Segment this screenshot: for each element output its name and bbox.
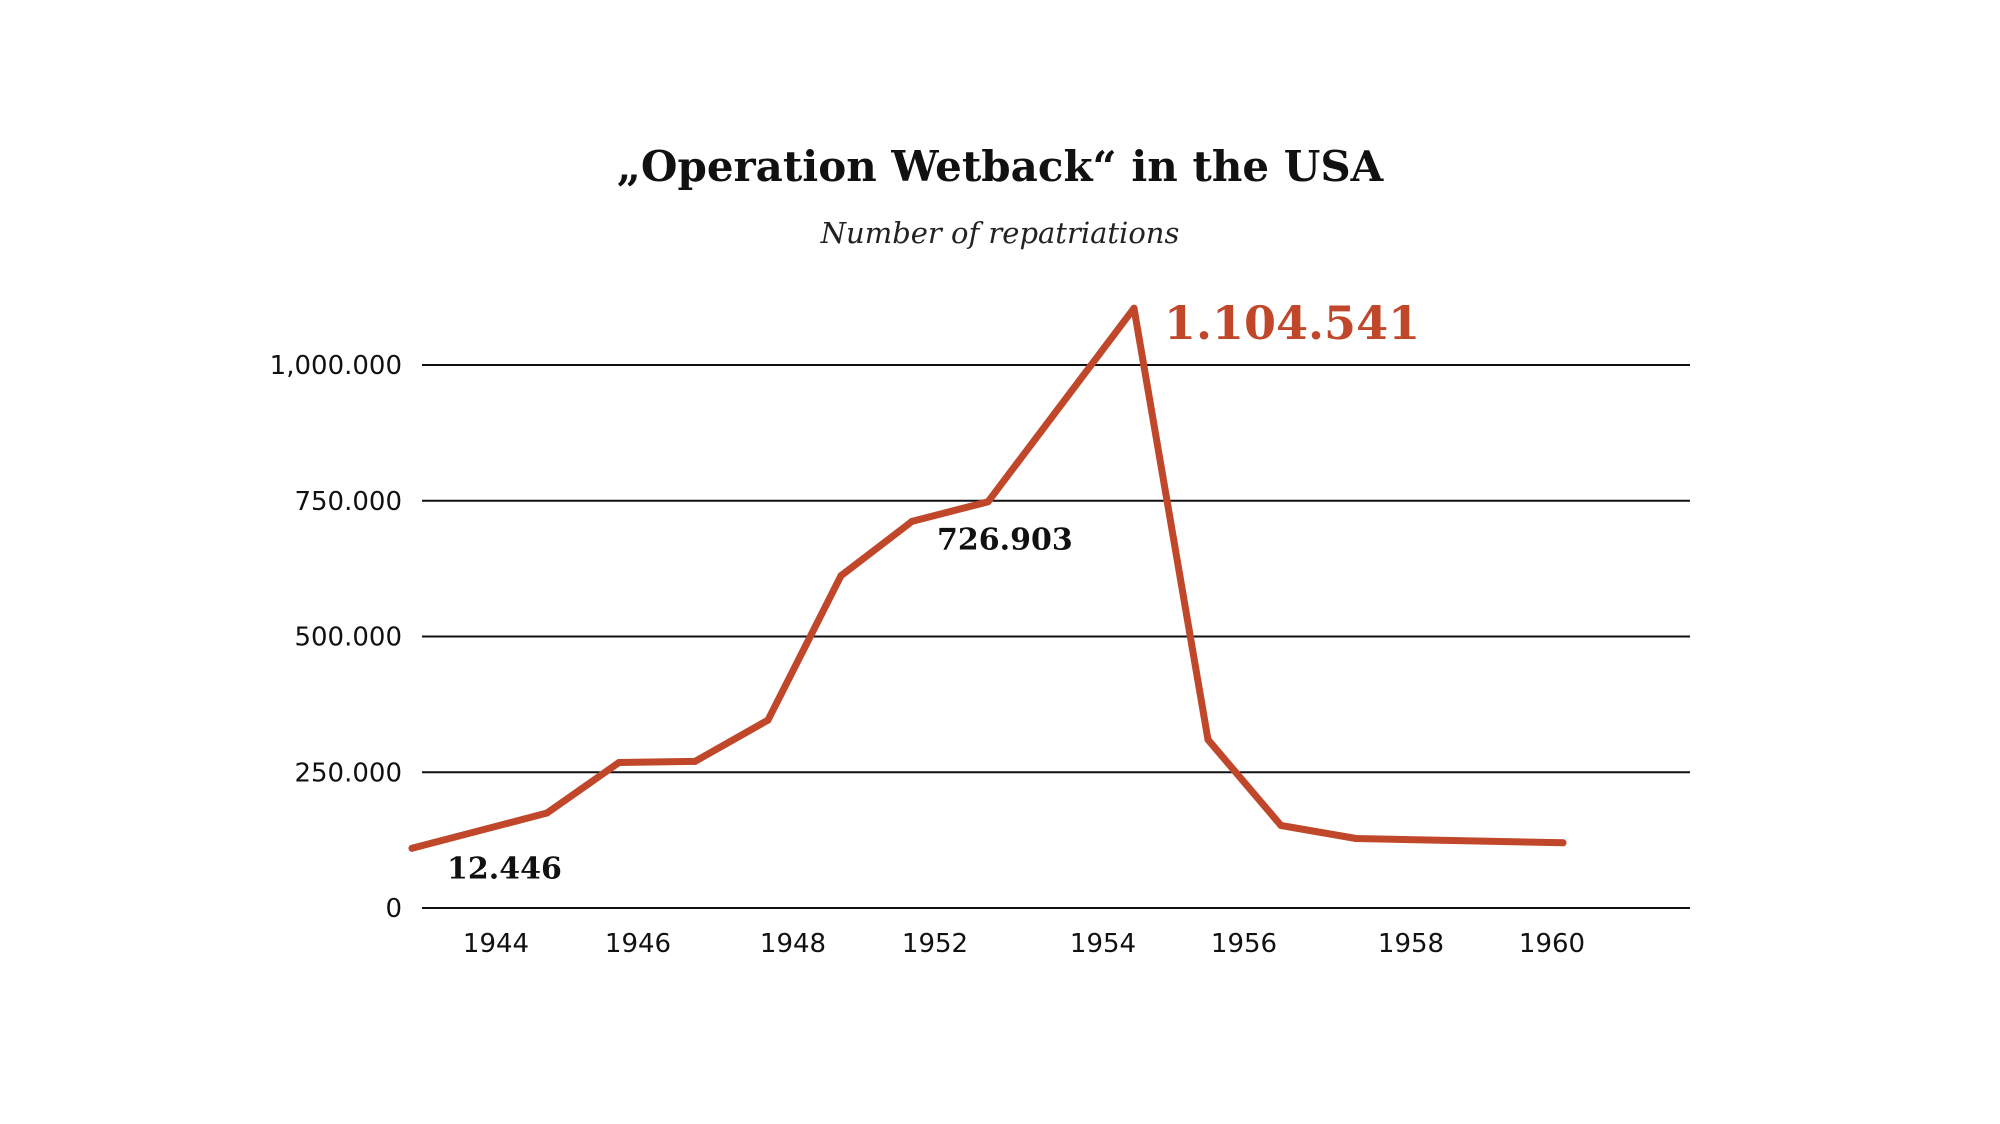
y-tick-label: 750.000 xyxy=(294,487,402,517)
data-point xyxy=(1204,736,1212,744)
x-tick-label: 1944 xyxy=(463,929,529,959)
y-tick-label: 0 xyxy=(385,894,402,924)
x-tick-label: 1946 xyxy=(605,929,671,959)
data-point xyxy=(764,716,772,724)
data-label: 726.903 xyxy=(937,522,1073,557)
data-point xyxy=(691,757,699,765)
data-point xyxy=(908,517,916,525)
x-tick-label: 1952 xyxy=(902,929,968,959)
y-tick-label: 1,000.000 xyxy=(270,351,402,381)
data-labels: 12.446 726.903 1.104.541 xyxy=(447,296,1420,886)
chart-subtitle: Number of repatriations xyxy=(820,216,1180,250)
chart-title: „Operation Wetback“ in the USA xyxy=(616,142,1384,191)
data-point xyxy=(1559,839,1567,847)
data-point xyxy=(615,759,623,766)
data-label: 12.446 xyxy=(447,851,562,886)
y-axis-labels: 0 250.000 500.000 750.000 1,000.000 xyxy=(270,351,402,924)
x-tick-label: 1954 xyxy=(1070,929,1136,959)
data-point xyxy=(837,572,845,580)
data-point xyxy=(408,844,416,852)
x-axis-labels: 1944 1946 1948 1952 1954 1956 1958 1960 xyxy=(463,929,1585,959)
point-marks xyxy=(408,304,1567,852)
data-point xyxy=(543,809,551,817)
x-tick-label: 1956 xyxy=(1211,929,1277,959)
data-point xyxy=(1130,304,1138,312)
x-tick-label: 1948 xyxy=(760,929,826,959)
data-point xyxy=(1352,835,1360,842)
gridlines xyxy=(422,364,1690,909)
data-point xyxy=(1277,822,1285,829)
x-tick-label: 1958 xyxy=(1378,929,1444,959)
y-tick-label: 250.000 xyxy=(294,758,402,788)
data-point xyxy=(984,498,992,506)
x-tick-label: 1960 xyxy=(1519,929,1585,959)
y-tick-label: 500.000 xyxy=(294,623,402,653)
series-line xyxy=(408,304,1567,852)
peak-data-label: 1.104.541 xyxy=(1164,296,1420,350)
